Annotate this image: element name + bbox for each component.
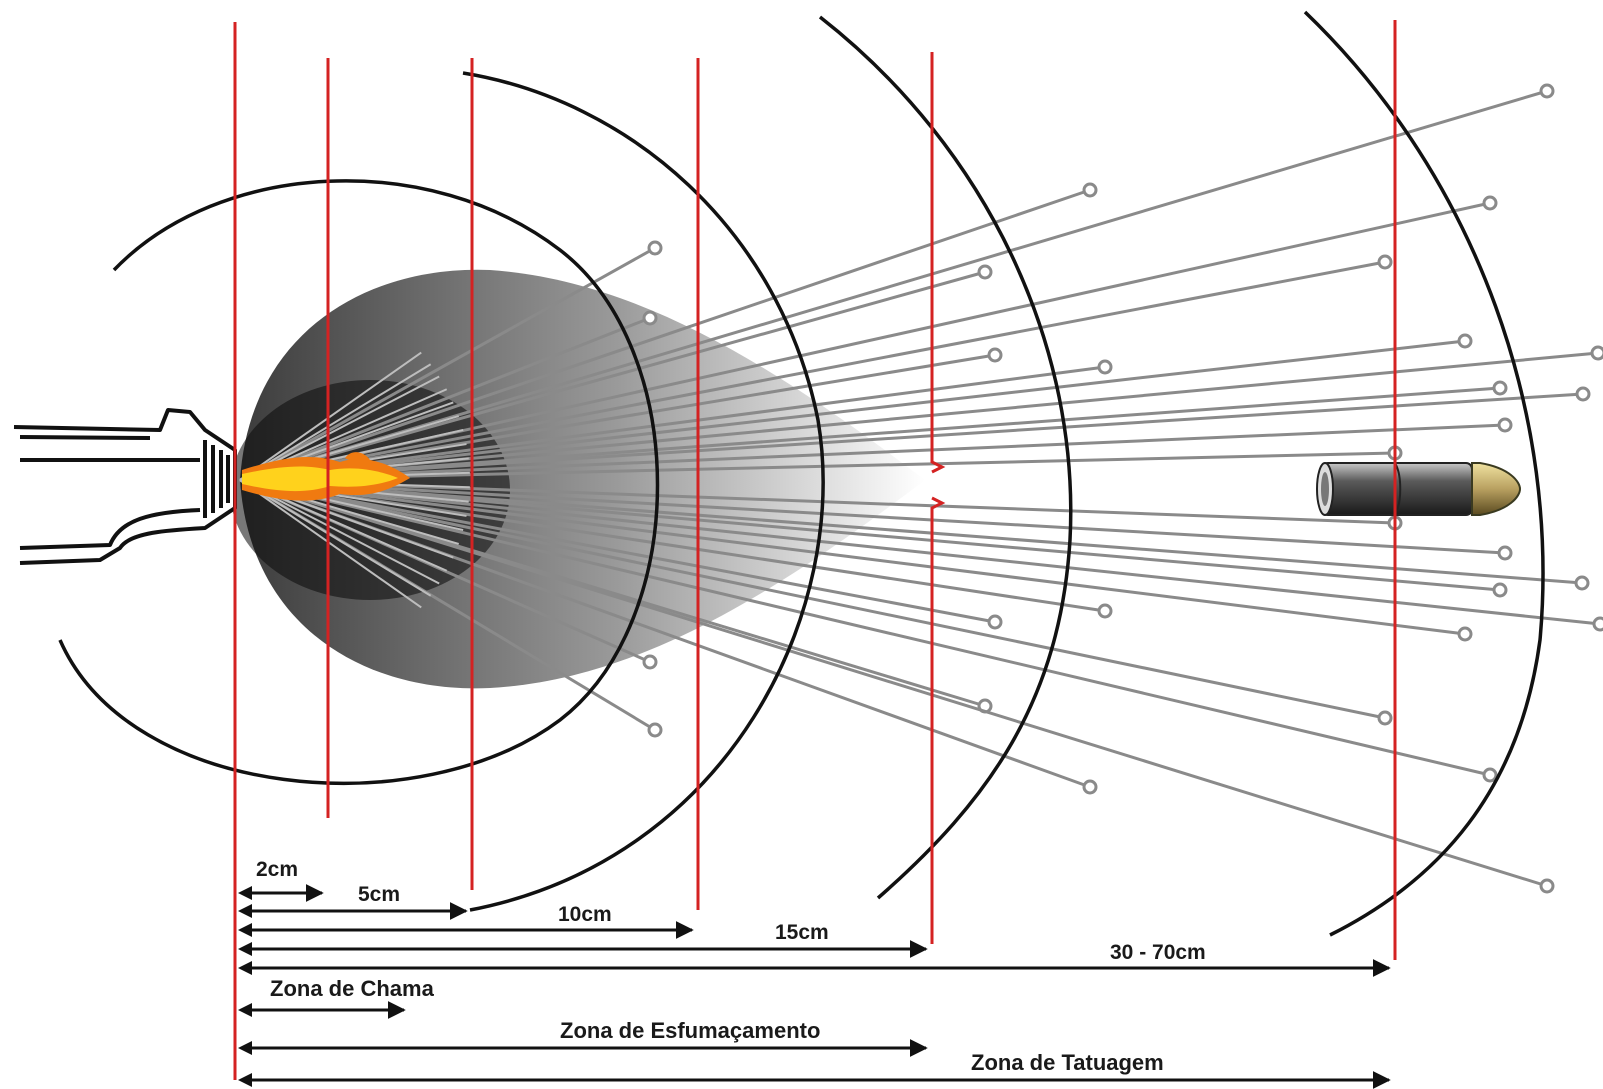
zone-label-tattoo: Zona de Tatuagem — [971, 1050, 1164, 1075]
gunpowder-particle-icon — [987, 614, 1003, 630]
particle-trajectory — [239, 478, 996, 624]
particle-trajectory — [239, 386, 1501, 482]
particle-trajectory — [239, 478, 1491, 777]
particle-trajectory — [239, 423, 1506, 482]
particle-trajectory — [239, 478, 1466, 636]
distance-label-30-70cm: 30 - 70cm — [1110, 941, 1206, 964]
zone-label-flame: Zona de Chama — [270, 976, 435, 1001]
particle-trajectory — [239, 478, 1106, 613]
particle-ray — [239, 479, 432, 597]
gunpowder-particle-icon — [1492, 380, 1508, 396]
marker-15cm — [930, 52, 946, 944]
bullet-icon — [1316, 462, 1522, 516]
particle-trajectory — [239, 365, 1106, 482]
wave-arc-3 — [818, 15, 1073, 900]
gunpowder-particle-icon — [1457, 626, 1473, 642]
firearm-muzzle-icon — [13, 408, 237, 565]
gunpowder-particle-icon — [1482, 195, 1498, 211]
gunpowder-particle-icon — [647, 240, 663, 256]
gunpowder-particle-icon — [1457, 333, 1473, 349]
particle-trajectory — [239, 339, 1466, 482]
particle-trajectory — [239, 478, 1548, 888]
distance-label-10cm: 10cm — [558, 903, 612, 926]
distance-label-15cm: 15cm — [775, 921, 829, 944]
gunpowder-particle-icon — [977, 264, 993, 280]
pressure-wave-arcs — [58, 10, 1545, 937]
particle-trajectory — [239, 478, 1396, 525]
gunpowder-particle-icon — [1590, 345, 1603, 361]
gunpowder-particle-icon — [642, 654, 658, 670]
particle-trajectory — [239, 89, 1548, 482]
particle-trajectory — [239, 260, 1386, 482]
gunpowder-particle-icon — [1497, 417, 1513, 433]
gunpowder-particle-icon — [1539, 83, 1555, 99]
gunpowder-particle-icon — [1492, 582, 1508, 598]
gunpowder-particle-icon — [647, 722, 663, 738]
particle-trajectory — [239, 316, 651, 482]
particle-ray — [239, 363, 432, 481]
gunpowder-particle-icon — [642, 310, 658, 326]
zone-arrows — [238, 1001, 1391, 1089]
gunpowder-particle-icon — [1539, 878, 1555, 894]
gunpowder-particle-icon — [1575, 386, 1591, 402]
particle-trajectory — [239, 478, 1583, 585]
particle-trajectory — [239, 478, 1601, 626]
distance-label-5cm: 5cm — [358, 883, 400, 906]
gunpowder-particle-icon — [1097, 603, 1113, 619]
particle-trajectory — [239, 451, 1396, 482]
particle-trajectory — [239, 270, 986, 482]
particle-trajectory — [239, 478, 1386, 720]
gunpowder-particle-icon — [1497, 545, 1513, 561]
particle-trajectory — [239, 188, 1091, 482]
wave-arc-4 — [1303, 10, 1545, 937]
gunpowder-particle-icon — [1082, 182, 1098, 198]
distance-markers — [233, 20, 1397, 1080]
zone-label-smoke: Zona de Esfumaçamento — [560, 1018, 820, 1043]
gunpowder-particle-icon — [1377, 710, 1393, 726]
distance-label-2cm: 2cm — [256, 858, 298, 881]
particle-trajectory — [239, 392, 1584, 482]
wave-arc-2 — [462, 71, 825, 912]
gunpowder-particle-icon — [1097, 359, 1113, 375]
muzzle-flame-icon — [242, 452, 410, 501]
particle-ray — [239, 479, 422, 609]
gunpowder-particle-icon — [1482, 767, 1498, 783]
gunpowder-particle-icon — [987, 347, 1003, 363]
distance-arrows — [238, 884, 1391, 977]
particle-trajectory — [239, 478, 1506, 555]
particle-trajectory — [239, 246, 656, 482]
gunpowder-particle-icon — [1377, 254, 1393, 270]
gunpowder-particle-icon — [1592, 616, 1603, 632]
gunpowder-particle-icon — [1574, 575, 1590, 591]
wave-arc-1 — [58, 179, 660, 785]
particle-ray — [239, 351, 422, 481]
particle-trajectory — [239, 478, 1501, 592]
gunpowder-particle-icon — [1082, 779, 1098, 795]
